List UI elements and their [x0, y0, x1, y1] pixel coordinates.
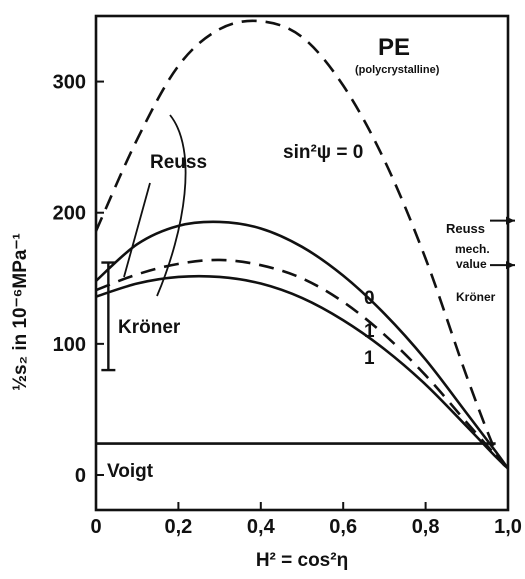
- y-axis-label: ½s₂ in 10⁻⁶MPa⁻¹: [10, 233, 31, 391]
- reuss-label: Reuss: [150, 152, 207, 173]
- series-line-3: [95, 258, 509, 470]
- reuss-mech-line2: mech.: [455, 242, 490, 256]
- reuss-mech-line1: Reuss: [446, 221, 485, 236]
- reuss-mech-arrow-head: [506, 216, 515, 225]
- series-line-1: [94, 19, 510, 470]
- annotations: PE (polycrystalline) sin²ψ = 0 Reuss Krö…: [10, 34, 515, 571]
- x-tick-label: 1,0: [494, 516, 522, 538]
- y-tick-label: 300: [53, 72, 86, 94]
- x-tick-label: 0,8: [412, 516, 440, 538]
- series-group: [94, 19, 510, 470]
- y-tick-label: 0: [75, 465, 86, 487]
- sin-psi-label: sin²ψ = 0: [283, 142, 363, 163]
- x-tick-label: 0,4: [247, 516, 276, 538]
- kroner-label: Kröner: [118, 317, 181, 338]
- plot-frame: [94, 14, 510, 512]
- kroner-mech-arrow-head: [506, 261, 515, 270]
- x-tick-label: 0,2: [164, 516, 192, 538]
- series-line-2: [95, 220, 510, 470]
- x-tick-label: 0,6: [329, 516, 357, 538]
- kroner-mech-label: Kröner: [456, 290, 496, 304]
- chart-title: PE: [378, 34, 410, 61]
- reuss-leader-solid: [123, 182, 151, 278]
- curve-label-1b: 1: [364, 348, 375, 369]
- curve-label-1a: 1: [364, 321, 375, 342]
- voigt-label: Voigt: [107, 461, 154, 482]
- reuss-mech-line3: value: [456, 257, 487, 271]
- axes: [94, 14, 510, 512]
- reuss-leader-dashed: [156, 114, 187, 297]
- ticks: 0 0,2 0,4 0,6 0,8 1,0 0 100 200 300: [53, 72, 522, 538]
- curve-label-0: 0: [364, 288, 375, 309]
- y-tick-label: 100: [53, 334, 86, 356]
- chart-subtitle: (polycrystalline): [355, 64, 440, 76]
- x-tick-label: 0: [90, 516, 101, 538]
- series-line-4: [95, 274, 509, 470]
- x-axis-label: H² = cos²η: [256, 550, 348, 571]
- y-tick-label: 200: [53, 203, 86, 225]
